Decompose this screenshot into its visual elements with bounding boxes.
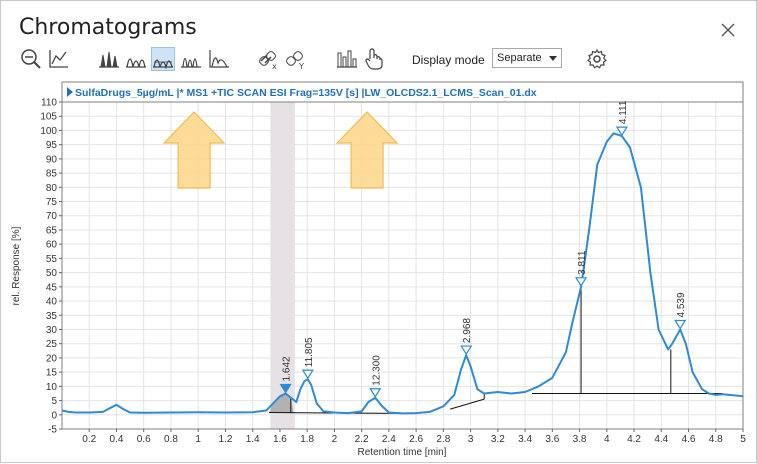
peak-marker bbox=[370, 389, 380, 397]
y-tick-label: 105 bbox=[40, 112, 57, 123]
x-tick-label: 3.8 bbox=[573, 434, 587, 445]
y-tick-label: 40 bbox=[46, 297, 58, 308]
peak-rt-label: 3.811 bbox=[577, 250, 588, 275]
x-tick-label: 2.6 bbox=[409, 434, 423, 445]
peak-rt-label: 12.300 bbox=[371, 355, 382, 386]
y-tick-label: 80 bbox=[46, 183, 58, 194]
y-tick-label: 65 bbox=[46, 225, 58, 236]
y-tick-label: 75 bbox=[46, 197, 58, 208]
x-tick-label: 1.2 bbox=[218, 434, 232, 445]
y-tick-label: 35 bbox=[46, 311, 58, 322]
x-tick-label: 1.4 bbox=[246, 434, 260, 445]
up-arrow-annotation bbox=[164, 112, 224, 188]
y-tick-label: 0 bbox=[51, 410, 57, 421]
x-tick-label: 2.4 bbox=[382, 434, 396, 445]
x-tick-label: 0.2 bbox=[82, 434, 96, 445]
peak-marker bbox=[675, 320, 685, 328]
peak-rt-label: 4.111 bbox=[618, 100, 629, 124]
peak-marker bbox=[303, 370, 313, 378]
x-tick-label: 1.8 bbox=[300, 434, 314, 445]
peak-rt-label: 11.805 bbox=[304, 337, 315, 367]
y-axis-label: rel. Response [%] bbox=[11, 226, 22, 305]
x-tick-label: 4.8 bbox=[709, 434, 723, 445]
plot-frame bbox=[62, 82, 743, 429]
up-arrow-annotation bbox=[337, 112, 397, 188]
x-tick-label: 2.2 bbox=[355, 434, 369, 445]
y-tick-label: 50 bbox=[46, 268, 58, 279]
y-tick-label: 70 bbox=[46, 211, 58, 222]
x-tick-label: 3.6 bbox=[545, 434, 559, 445]
x-tick-label: 3.2 bbox=[491, 434, 505, 445]
x-tick-label: 3 bbox=[468, 434, 474, 445]
y-tick-label: 100 bbox=[40, 126, 57, 137]
y-tick-label: -5 bbox=[48, 425, 57, 436]
tic-trace-line[interactable] bbox=[62, 133, 743, 413]
x-tick-label: 0.6 bbox=[137, 434, 151, 445]
x-tick-label: 4 bbox=[604, 434, 610, 445]
x-tick-label: 2.8 bbox=[436, 434, 450, 445]
x-tick-label: 5 bbox=[740, 434, 746, 445]
peak-rt-label: 4.539 bbox=[676, 292, 687, 317]
x-tick-label: 0.8 bbox=[164, 434, 178, 445]
y-tick-label: 25 bbox=[46, 339, 58, 350]
x-tick-label: 4.4 bbox=[654, 434, 668, 445]
x-axis-label: Retention time [min] bbox=[358, 447, 447, 458]
y-tick-label: 30 bbox=[46, 325, 58, 336]
y-tick-label: 95 bbox=[46, 140, 58, 151]
y-tick-label: 55 bbox=[46, 254, 58, 265]
y-tick-label: 20 bbox=[46, 353, 58, 364]
x-tick-label: 4.2 bbox=[627, 434, 641, 445]
x-tick-label: 0.4 bbox=[110, 434, 124, 445]
y-tick-label: 90 bbox=[46, 154, 58, 165]
x-tick-label: 4.6 bbox=[682, 434, 696, 445]
y-tick-label: 85 bbox=[46, 169, 58, 180]
x-tick-label: 1.6 bbox=[273, 434, 287, 445]
peak-rt-label: 2.968 bbox=[462, 318, 473, 343]
x-tick-label: 2 bbox=[332, 434, 338, 445]
chart-header[interactable]: SulfaDrugs_5µg/mL |* MS1 +TIC SCAN ESI F… bbox=[75, 87, 537, 99]
peak-rt-label: 1.642 bbox=[282, 356, 293, 381]
y-tick-label: 15 bbox=[46, 368, 58, 379]
x-tick-label: 3.4 bbox=[518, 434, 532, 445]
y-tick-label: 10 bbox=[46, 382, 58, 393]
x-tick-label: 1 bbox=[195, 434, 201, 445]
y-tick-label: 110 bbox=[41, 98, 57, 109]
peak-marker bbox=[461, 346, 471, 354]
y-tick-label: 5 bbox=[51, 396, 57, 407]
y-tick-label: 45 bbox=[46, 282, 58, 293]
y-tick-label: 60 bbox=[46, 240, 58, 251]
peak-marker bbox=[576, 278, 586, 286]
